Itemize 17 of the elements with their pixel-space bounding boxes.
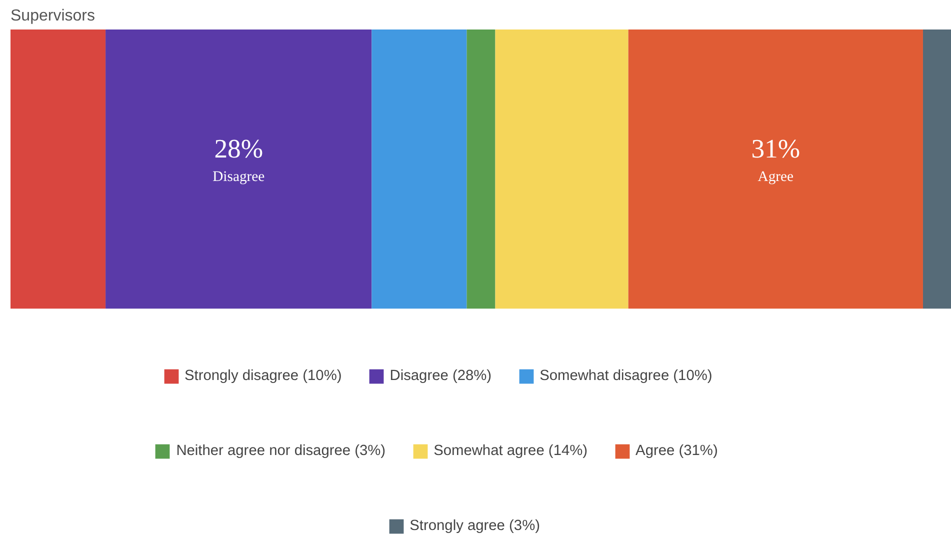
legend-label: Disagree (28%) <box>390 367 492 385</box>
legend-label: Somewhat disagree (10%) <box>540 367 712 385</box>
legend-label: Neither agree nor disagree (3%) <box>176 442 386 460</box>
bar <box>10 30 106 309</box>
legend-label: Agree (31%) <box>636 442 718 460</box>
data-label: 31% Agree <box>751 133 800 186</box>
bar <box>495 30 628 309</box>
bar <box>372 30 467 309</box>
legend-label: Somewhat agree (14%) <box>434 442 588 460</box>
bar <box>106 30 372 309</box>
legend-label: Strongly agree (3%) <box>410 517 540 535</box>
chart-title: Supervisors <box>10 8 95 24</box>
bar <box>628 30 923 309</box>
bar <box>466 30 496 309</box>
data-label: 28% Disagree <box>212 133 265 186</box>
legend-label: Strongly disagree (10%) <box>184 367 342 385</box>
bar <box>922 30 951 309</box>
